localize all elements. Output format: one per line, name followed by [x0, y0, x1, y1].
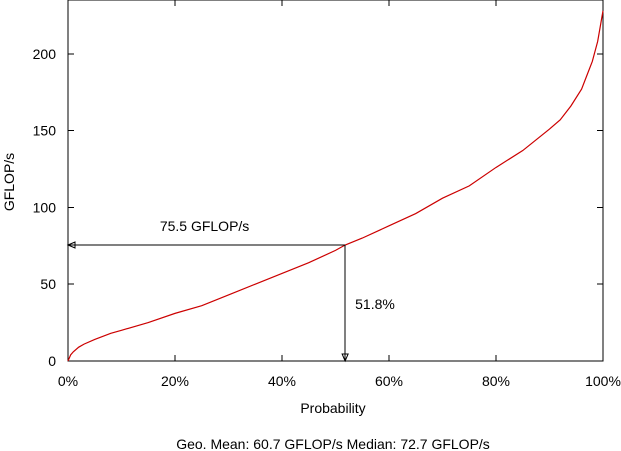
annotation-label: 51.8% [355, 296, 395, 312]
x-tick-label: 80% [482, 373, 510, 389]
y-tick-label: 0 [48, 353, 56, 369]
annotation-group: 75.5 GFLOP/s 51.8% [66, 218, 395, 363]
annotation-label: 75.5 GFLOP/s [160, 218, 249, 234]
series-line-0 [67, 10, 604, 362]
x-tick-label: 20% [161, 373, 189, 389]
y-tick-label: 200 [33, 46, 57, 62]
x-tick-label: 100% [585, 373, 621, 389]
y-tick-label: 150 [33, 123, 57, 139]
y-axis-label: GFLOP/s [1, 153, 17, 211]
arrowhead [66, 241, 76, 249]
footer-summary: Geo. Mean: 60.7 GFLOP/s Median: 72.7 GFL… [176, 436, 490, 451]
y-tick-label: 50 [40, 276, 56, 292]
y-tick-label: 100 [33, 199, 57, 215]
x-tick-label: 40% [268, 373, 296, 389]
arrowhead [341, 353, 349, 363]
plot-frame [67, 0, 604, 362]
plot-area [67, 0, 604, 362]
x-tick-label: 0% [58, 373, 78, 389]
x-tick-label: 60% [375, 373, 403, 389]
series-group [67, 10, 604, 362]
axis-ticks: 0% 20% 40% 60% 80% 100% 0 50 100 150 200 [33, 0, 621, 389]
x-axis-label: Probability [300, 400, 365, 416]
